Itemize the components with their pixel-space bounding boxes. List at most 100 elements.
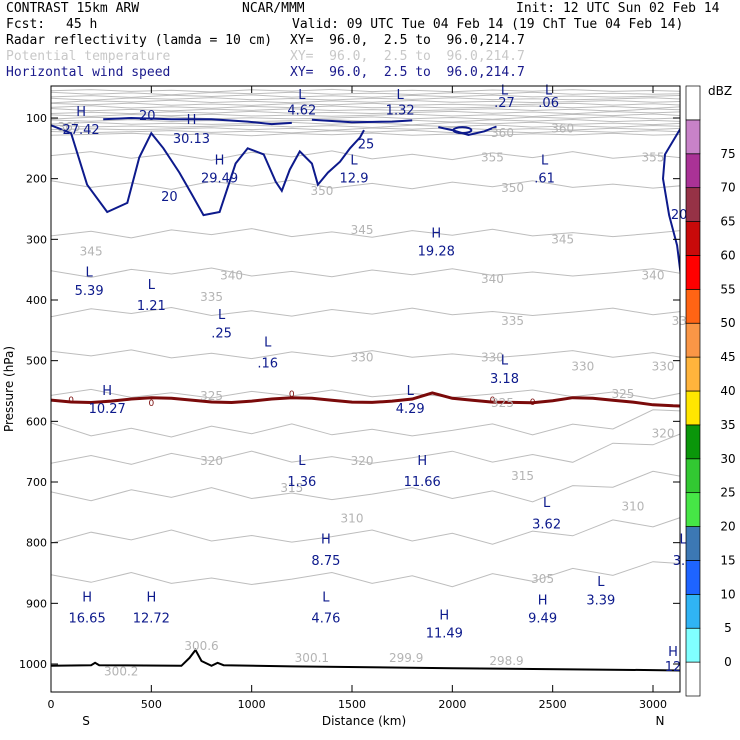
y-tick-label: 100	[26, 112, 47, 125]
theta-label: 315	[511, 469, 534, 483]
extremum-value: 1.36	[287, 475, 316, 490]
y-tick-label: 500	[26, 355, 47, 368]
theta-contour-line	[51, 132, 680, 137]
extremum-value: 3.18	[490, 372, 519, 387]
extremum-marker: L	[545, 84, 553, 99]
colorbar: 0 5 10 15 20 25 30 35 40 45 50 55 60 65 70 75	[685, 85, 736, 697]
theta-contour-line	[51, 108, 680, 112]
colorbar-level-label: 75	[720, 147, 735, 161]
zero-line-label: 0	[530, 398, 536, 408]
extremum-value: 12	[665, 660, 682, 675]
zero-line-label: 0	[148, 399, 154, 409]
colorbar-level-label: 0	[724, 655, 732, 669]
theta-contour-line	[51, 409, 680, 438]
theta-label: 310	[621, 499, 644, 513]
y-tick-label: 300	[26, 233, 47, 246]
fcst-value: 45 h	[66, 17, 98, 32]
extremum-marker: H	[417, 454, 427, 469]
extremum-value: 5.39	[75, 284, 104, 299]
terrain-line	[51, 648, 680, 672]
y-tick-label: 800	[26, 537, 47, 550]
zero-line-label: 0	[289, 390, 295, 400]
theta-contour-line	[51, 150, 680, 161]
extremum-value: .61	[534, 172, 555, 187]
wind-contour-line	[438, 125, 497, 137]
extremum-marker: L	[543, 496, 551, 511]
y-tick-label: 1000	[19, 658, 47, 671]
x-axis-north-label: N	[656, 714, 665, 728]
colorbar-swatch	[685, 627, 701, 663]
theta-label: 360	[551, 121, 574, 135]
theta-contour-line	[51, 349, 680, 360]
colorbar-swatch	[685, 153, 701, 189]
extremum-marker: H	[538, 593, 548, 608]
colorbar-swatch	[685, 560, 701, 595]
theta-label: 340	[642, 269, 665, 283]
colorbar-level-label: 40	[720, 384, 735, 398]
theta-label: 325	[491, 396, 514, 410]
plot-frame	[50, 85, 681, 693]
zero-line-label: 0	[68, 396, 74, 406]
colorbar-swatch	[685, 390, 701, 426]
theta-contour-line	[51, 470, 680, 503]
theta-contour-line	[51, 129, 680, 134]
theta-label: 330	[652, 360, 675, 374]
theta-label: 310	[341, 511, 364, 525]
theta-contour-line	[51, 116, 680, 120]
field-wind-xy: XY= 96.0, 2.5 to 96.0,214.7	[290, 65, 525, 80]
extremum-value: 30.13	[173, 132, 210, 147]
extremum-value: 12.9	[340, 172, 369, 187]
wind-contour-line	[311, 118, 413, 124]
terrain-path	[51, 648, 680, 672]
zero-line-label: 0	[490, 396, 496, 406]
extremum-marker: H	[321, 533, 331, 548]
extremum-value: 11.66	[404, 475, 441, 490]
extremum-marker: L	[86, 266, 94, 281]
extremum-marker: H	[102, 384, 112, 399]
theta-label: 335	[501, 314, 524, 328]
theta-contour-line	[51, 105, 680, 109]
extremum-value: 12.72	[133, 612, 170, 627]
theta-contour-line	[51, 91, 680, 96]
init-time: Init: 12 UTC Sun 02 Feb 14	[516, 1, 720, 16]
extremum-marker: H	[82, 590, 92, 605]
extremum-value: 19.28	[418, 244, 455, 259]
extremum-value: 8.75	[311, 554, 340, 569]
valid-time: Valid: 09 UTC Tue 04 Feb 14 (19 ChT Tue …	[292, 17, 684, 32]
x-axis-label: Distance (km)	[322, 714, 406, 728]
field-wind-name: Horizontal wind speed	[6, 65, 171, 80]
extremum-value: .06	[538, 96, 559, 111]
extremum-marker: L	[407, 384, 415, 399]
extremum-value: 4.62	[287, 104, 316, 119]
extremum-value: 3.39	[586, 593, 615, 608]
x-tick-label: 1500	[338, 698, 366, 711]
theta-label: 355	[481, 150, 504, 164]
colorbar-level-label: 70	[720, 181, 735, 195]
colorbar-swatch	[685, 661, 701, 697]
x-tick-label: 2000	[438, 698, 466, 711]
wind-contour-loop	[452, 126, 473, 135]
theta-label: 315	[280, 481, 303, 495]
fcst-label: Fcst:	[6, 17, 46, 32]
wind-contour-line	[51, 124, 365, 217]
x-axis-south-label: S	[82, 714, 90, 728]
extremum-marker: L	[350, 153, 358, 168]
wind-contour-line	[103, 116, 292, 126]
theta-label: 330	[351, 351, 374, 365]
theta-label: 300.2	[104, 664, 138, 678]
field-theta-name: Potential temperature	[6, 49, 171, 64]
theta-contour-line	[51, 97, 680, 101]
colorbar-swatch	[685, 492, 701, 527]
extremum-value: 10.27	[89, 402, 126, 417]
extremum-marker: L	[597, 575, 605, 590]
x-tick-label: 0	[48, 698, 55, 711]
colorbar-level-label: 20	[720, 520, 735, 534]
colorbar-level-label: 10	[720, 587, 735, 601]
extremum-marker: H	[146, 590, 156, 605]
theta-contour-line	[51, 267, 680, 278]
theta-label: 300.1	[295, 651, 329, 665]
theta-label: 320	[652, 426, 675, 440]
theta-label: 330	[571, 360, 594, 374]
theta-label: 320	[200, 454, 223, 468]
extremum-marker: L	[148, 278, 156, 293]
